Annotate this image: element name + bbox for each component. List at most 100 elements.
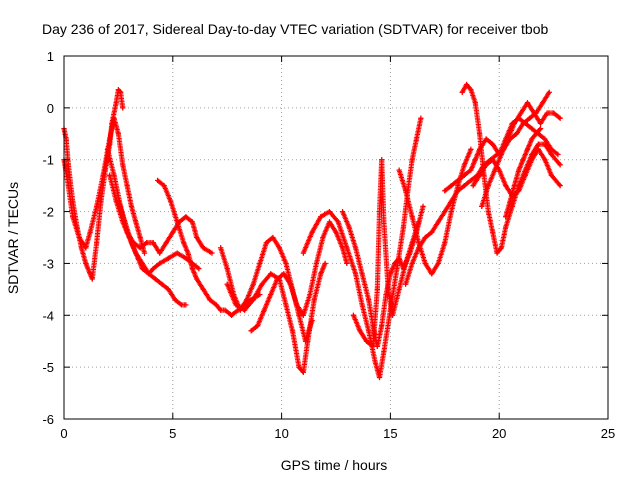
data-point (117, 89, 124, 95)
data-point (468, 167, 474, 173)
data-point (189, 219, 195, 225)
data-point (200, 286, 206, 292)
data-point (344, 260, 350, 267)
data-point (141, 250, 148, 256)
data-point (276, 245, 283, 251)
data-point (294, 302, 300, 308)
data-point (107, 172, 113, 178)
data-point (363, 338, 370, 344)
axis-tick-labels: 0 5 10 15 20 25 -6 -5 -4 -3 -2 -1 0 1 (42, 49, 615, 441)
data-point (396, 286, 402, 292)
data-point (163, 240, 169, 246)
data-point (403, 188, 409, 194)
data-point (150, 266, 156, 272)
data-point (379, 157, 385, 163)
data-point (376, 374, 383, 381)
data-point (381, 348, 387, 355)
data-point (281, 271, 287, 277)
data-point (268, 291, 274, 298)
data-point (346, 224, 352, 230)
data-point (352, 271, 359, 277)
data-point (524, 146, 531, 152)
data-point (242, 307, 248, 313)
data-point (463, 81, 470, 88)
data-point (115, 131, 121, 137)
data-point (535, 141, 541, 147)
data-point (244, 297, 250, 303)
data-point (470, 183, 476, 189)
data-point (481, 172, 487, 178)
plot-border (63, 55, 609, 420)
data-point (70, 214, 76, 220)
data-point (326, 208, 333, 215)
data-point (477, 131, 483, 137)
data-point (320, 234, 326, 241)
data-point (183, 214, 189, 220)
data-point (418, 115, 424, 121)
data-point (548, 172, 555, 178)
data-point (422, 234, 428, 241)
data-point (174, 250, 180, 256)
data-point (429, 229, 435, 235)
data-point (357, 328, 363, 334)
data-point (461, 183, 467, 189)
data-point (542, 157, 548, 163)
data-point (152, 276, 158, 282)
data-point (479, 203, 485, 209)
data-point (94, 203, 100, 209)
data-point (168, 198, 174, 204)
series-pass-16 (459, 81, 563, 256)
data-point (263, 240, 269, 246)
data-point (255, 323, 261, 329)
data-point (540, 100, 546, 106)
data-point (305, 338, 311, 344)
data-point (413, 136, 420, 142)
axis-ticks (63, 55, 609, 420)
data-point (87, 229, 93, 235)
data-point (468, 87, 474, 93)
data-point (490, 141, 496, 147)
data-point (400, 224, 407, 230)
data-point (522, 172, 528, 178)
data-point (296, 364, 302, 370)
y-tick-label: 0 (47, 101, 54, 116)
data-point (522, 120, 528, 127)
data-point (503, 183, 509, 189)
data-point (111, 115, 117, 121)
data-point (533, 131, 539, 137)
data-point (448, 208, 454, 215)
data-point (111, 172, 117, 178)
data-points (61, 81, 563, 381)
data-point (137, 245, 143, 251)
y-tick-label: -1 (42, 153, 54, 168)
data-point (150, 240, 156, 246)
data-point (261, 307, 267, 313)
series-pass-17 (470, 146, 563, 199)
y-tick-label: -4 (42, 308, 54, 323)
data-point (107, 136, 113, 142)
data-point (157, 260, 163, 267)
data-point (170, 229, 176, 235)
data-point (78, 245, 85, 251)
data-point (429, 271, 435, 277)
data-point (472, 100, 478, 106)
data-point (557, 115, 563, 121)
data-point (268, 271, 274, 277)
data-point (76, 234, 82, 241)
data-point (128, 240, 135, 246)
data-point (529, 157, 535, 163)
series-pass-12 (350, 157, 422, 349)
data-point (181, 240, 187, 246)
series-pass-8 (224, 260, 328, 375)
data-point (161, 183, 167, 189)
data-point (557, 162, 563, 168)
data-point (120, 105, 126, 111)
data-point (520, 157, 526, 163)
data-point (537, 126, 544, 132)
data-point (172, 297, 178, 303)
data-point (318, 271, 324, 277)
data-point (494, 250, 500, 256)
data-point (213, 302, 219, 308)
data-point (350, 312, 357, 318)
data-point (459, 89, 465, 95)
